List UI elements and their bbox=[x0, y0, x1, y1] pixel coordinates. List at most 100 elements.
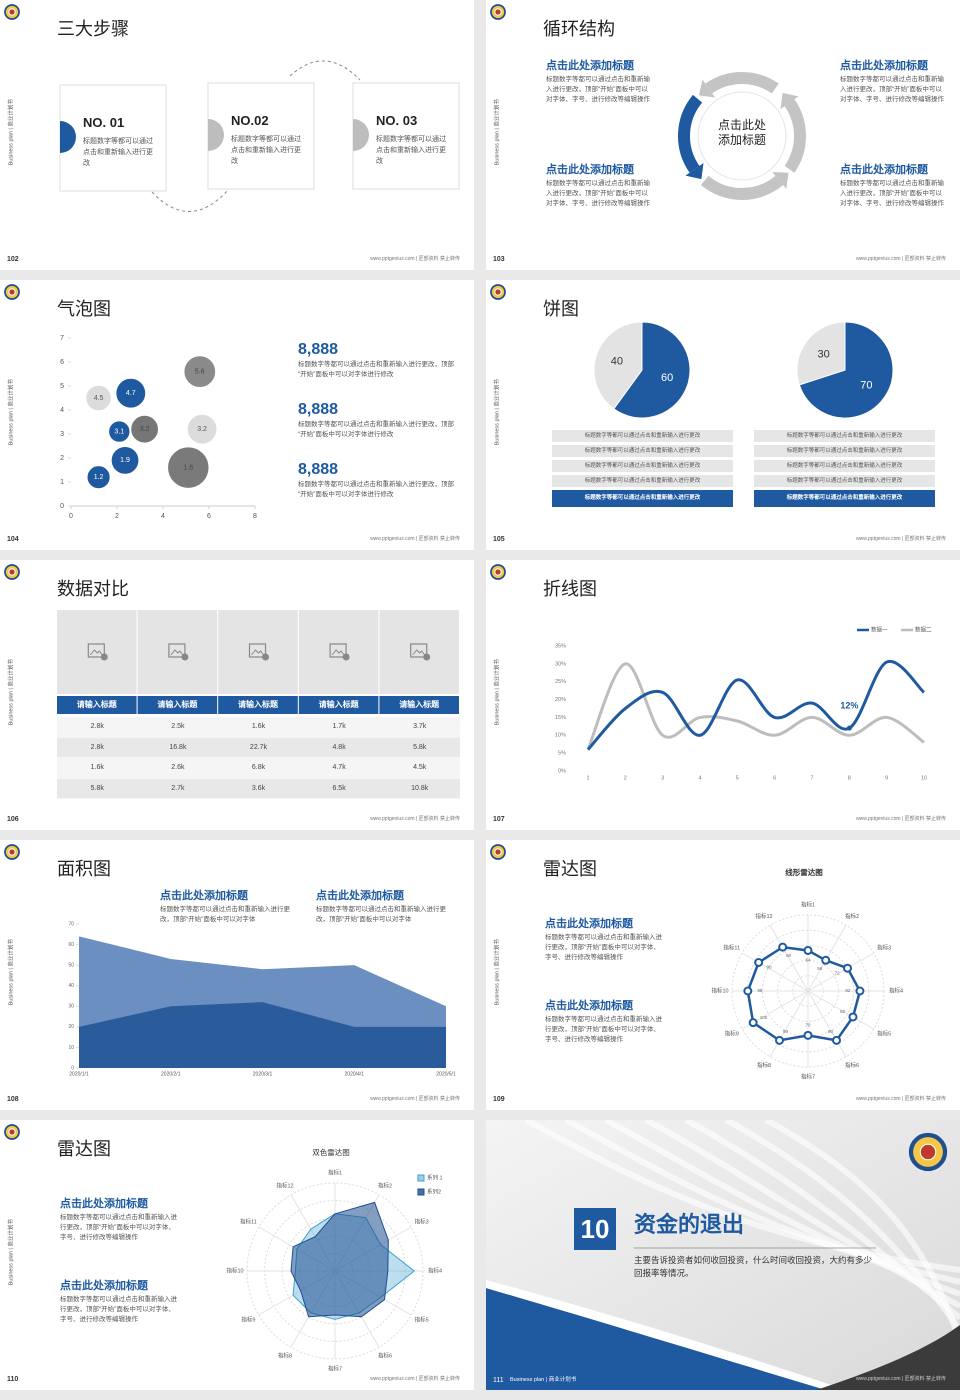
list-row bbox=[754, 445, 935, 457]
y-tick-label: 1 bbox=[60, 479, 64, 486]
axis-label: 指标3 bbox=[877, 943, 891, 951]
y-tick-label: 10 bbox=[68, 1045, 74, 1051]
list-item: 标题数字等都可以通过点击和重新输入进行更改 bbox=[584, 448, 701, 454]
axis-label: 指标1 bbox=[328, 1168, 342, 1176]
slide-graphics: 0 2 4 6 8 0 1 2 3 4 5 6 7 1.2 1.9 3.1 3.2 4.5 4.7 5.6 3.2 1.6 bbox=[4, 284, 257, 520]
logo bbox=[8, 1128, 16, 1136]
table-cell: 1.6k bbox=[251, 723, 266, 730]
image-icon bbox=[251, 649, 264, 656]
stat-text: 标题数字等都可以通过点击和重新输入进行更改，顶部“开始”面板中可以对字体进行修改 bbox=[298, 421, 454, 439]
y-tick-label: 50 bbox=[68, 962, 74, 968]
logo bbox=[8, 568, 16, 576]
image-icon bbox=[87, 643, 105, 658]
y-tick-label: 3 bbox=[60, 431, 64, 438]
footer-url: www.pptgenius.com | 匠部资料 禁止转传 bbox=[856, 536, 946, 542]
x-tick-label: 8 bbox=[253, 513, 257, 520]
chart-title: 双色雷达图 bbox=[312, 1147, 350, 1157]
bubble bbox=[186, 413, 219, 446]
list-item: 标题数字等都可以通过点击和重新输入进行更改 bbox=[584, 433, 701, 439]
radar-marker bbox=[848, 1012, 858, 1022]
radar-spoke bbox=[741, 952, 809, 992]
list-row bbox=[552, 490, 733, 507]
axis-label: 指标7 bbox=[328, 1364, 342, 1372]
radar-marker bbox=[778, 942, 788, 952]
footer-url: www.pptgenius.com | 匠部资料 禁止转传 bbox=[370, 256, 460, 262]
table-cell: 22.7k bbox=[249, 743, 268, 751]
list-row bbox=[754, 475, 935, 487]
bubble bbox=[114, 377, 147, 410]
image-icon bbox=[181, 653, 189, 661]
axis-label: 指标5 bbox=[877, 1029, 891, 1037]
table-cell: 3.6k bbox=[251, 784, 266, 792]
slide-title: 三大步骤 bbox=[57, 19, 129, 39]
footer-url: www.pptgenius.com | 匠部资料 禁止转传 bbox=[370, 816, 460, 822]
data-label: 82 bbox=[845, 988, 851, 993]
table-cell: 6.8k bbox=[251, 764, 266, 771]
slide: 60 40 70 30 饼图 105 www.pptgenius.com | 匠部资料 禁止… bbox=[486, 280, 960, 550]
y-tick-label: 20% bbox=[555, 697, 566, 703]
y-tick-label: 20 bbox=[68, 1024, 74, 1030]
image-icon bbox=[100, 653, 108, 661]
block-text: 标题数字等都可以通过点击和重新输入进行更改，顶部“开始”面板中可以对字体、字号、… bbox=[840, 76, 944, 104]
point-marker bbox=[846, 725, 852, 731]
block-title: 点击此处添加标题 bbox=[60, 1280, 148, 1292]
y-tick-label: 5 bbox=[60, 383, 64, 390]
y-tick-label: 4 bbox=[60, 407, 64, 414]
cycle-arrowhead bbox=[685, 162, 704, 180]
logo bbox=[494, 288, 502, 296]
step-label: NO. 01 bbox=[83, 115, 125, 130]
x-tick-label: 2020/3/1 bbox=[253, 1071, 273, 1077]
radar-spoke bbox=[769, 924, 809, 992]
footer-url: www.pptgenius.com | 匠部资料 禁止转传 bbox=[370, 1376, 460, 1382]
side-label: Business plan | 商业计划书 bbox=[8, 99, 15, 166]
bubble bbox=[84, 384, 113, 412]
image-icon bbox=[248, 643, 267, 658]
stat-text: 标题数字等都可以通过点击和重新输入进行更改，顶部“开始”面板中可以对字体进行修改 bbox=[298, 481, 454, 499]
image-icon bbox=[342, 653, 350, 661]
step-text: 标题数字等都可以通过点击和重新输入进行更改 bbox=[231, 136, 301, 165]
slide-graphics bbox=[486, 1120, 960, 1390]
block-text: 标题数字等都可以通过点击和重新输入进行更改，顶部“开始”面板中可以对字体、字号、… bbox=[840, 180, 944, 208]
header-cell bbox=[137, 696, 218, 714]
connector bbox=[289, 60, 361, 81]
slide: 0 10 20 30 40 50 60 70 2020/1/1 2020/2/1 2020/3/1 2… bbox=[0, 840, 474, 1110]
y-tick-label: 40 bbox=[68, 983, 74, 989]
table-cell: 2.5k bbox=[171, 723, 185, 730]
logo bbox=[8, 288, 16, 296]
radar-spoke bbox=[807, 990, 847, 1058]
data-label: 95 bbox=[757, 988, 763, 993]
bubble-label: 3.2 bbox=[140, 426, 150, 433]
y-tick-label: 15% bbox=[555, 715, 566, 721]
step-marker bbox=[353, 119, 369, 151]
block-text: 标题数字等都可以通过点击和重新输入进行更改，顶部“开始”面板中可以对字体、字号、… bbox=[546, 76, 650, 104]
radar-marker bbox=[743, 986, 753, 996]
cycle-arc bbox=[705, 72, 779, 94]
axis-label: 指标4 bbox=[889, 986, 903, 994]
block-text: 标题数字等都可以通过点击和重新输入进行更改，顶部“开始”面板中可以对字体、字号、… bbox=[545, 934, 662, 962]
x-tick-label: 10 bbox=[921, 775, 927, 781]
cover-swoosh bbox=[684, 1120, 960, 1321]
table-row bbox=[57, 737, 460, 758]
list-item: 标题数字等都可以通过点击和重新输入进行更改 bbox=[786, 433, 903, 439]
table-cell: 4.8k bbox=[332, 743, 346, 751]
table-row bbox=[57, 778, 460, 799]
x-tick-label: 4 bbox=[161, 513, 165, 520]
slide-title: 循环结构 bbox=[543, 19, 615, 39]
footer-url: www.pptgenius.com | 匠部资料 禁止转传 bbox=[370, 1096, 460, 1102]
slide: 数据对比 106 www.pptgenius.com | 匠部资料 禁止转传 Busi… bbox=[0, 560, 474, 830]
cycle-arc bbox=[700, 175, 784, 200]
stat-value: 8,888 bbox=[298, 461, 339, 478]
x-tick-label: 2020/5/1 bbox=[436, 1071, 456, 1077]
block-title: 点击此处添加标题 bbox=[840, 60, 928, 72]
list-item: 标题数字等都可以通过点击和重新输入进行更改 bbox=[786, 495, 903, 501]
bubble-label: 4.5 bbox=[94, 395, 104, 402]
section-title: 资金的退出 bbox=[634, 1212, 745, 1237]
y-tick-label: 60 bbox=[68, 942, 74, 948]
block-text: 标题数字等都可以通过点击和重新输入进行更改，顶部“开始”面板中可以对字体、字号、… bbox=[60, 1214, 177, 1242]
legend-label: 系列2 bbox=[427, 1187, 441, 1195]
slide: 10 资金的退出 主要告诉投资者如何收回投资，什么时间收回投资，大约有多少回报率等情… bbox=[486, 1120, 960, 1390]
x-tick-label: 8 bbox=[848, 775, 851, 781]
page-number: 103 bbox=[493, 256, 505, 263]
table-cell: 2.8k bbox=[90, 723, 104, 730]
